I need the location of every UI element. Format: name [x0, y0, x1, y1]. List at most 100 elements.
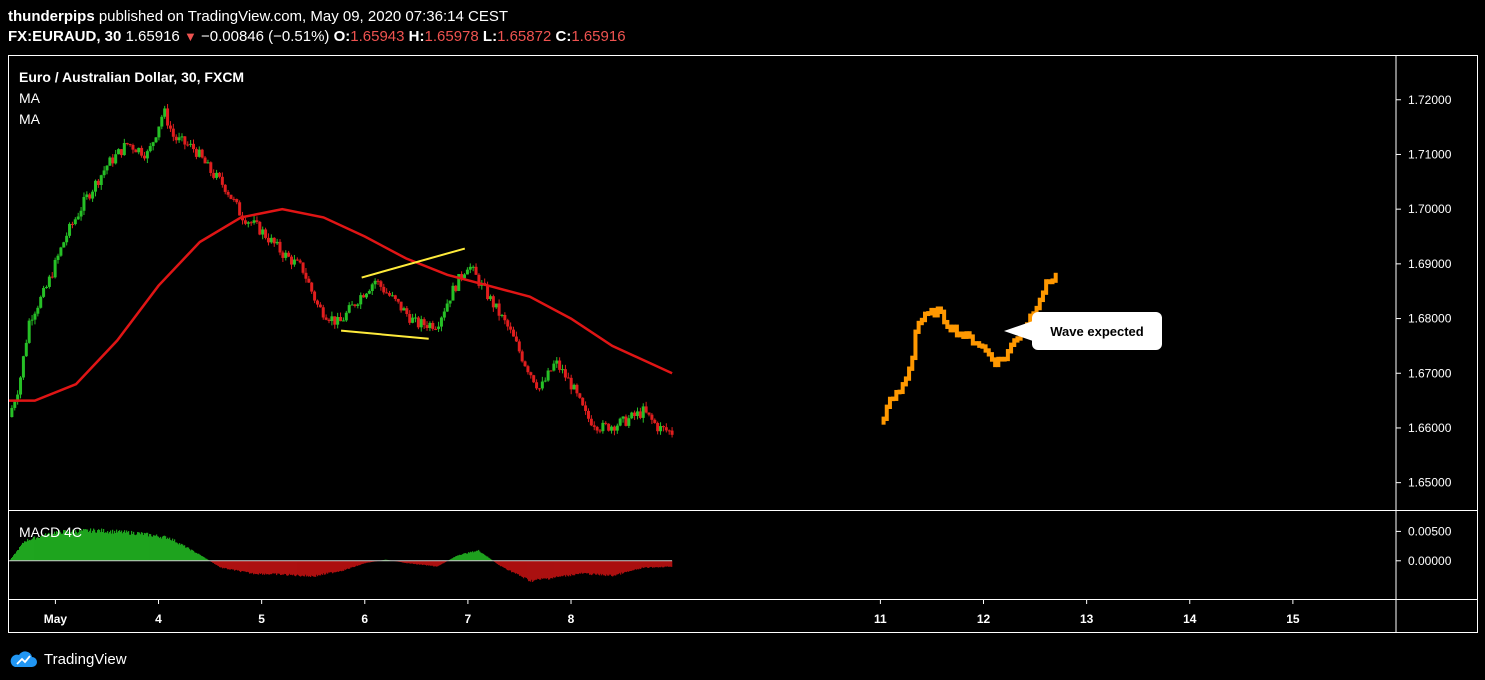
- macd-bar: [311, 560, 313, 576]
- candle-body: [91, 191, 95, 199]
- price-tick-label: 1.68000: [1408, 312, 1452, 326]
- macd-bar: [305, 560, 307, 575]
- macd-bar: [255, 560, 257, 575]
- candle-body: [497, 303, 501, 316]
- macd-bar: [285, 560, 287, 575]
- macd-bar: [268, 560, 270, 575]
- macd-bar: [461, 554, 463, 561]
- macd-bar: [453, 557, 455, 561]
- candle-body: [65, 235, 69, 243]
- time-tick-label: 6: [361, 612, 368, 626]
- projection-bar: [938, 306, 943, 314]
- macd-bar: [129, 534, 131, 561]
- macd-bar: [431, 560, 433, 566]
- macd-bar: [220, 560, 222, 568]
- macd-bar: [183, 545, 185, 561]
- projection-bar: [1028, 313, 1033, 327]
- macd-bar: [224, 560, 226, 569]
- candle-body: [393, 295, 397, 299]
- macd-bar: [520, 560, 522, 576]
- candle-body: [362, 295, 366, 298]
- macd-bar: [195, 552, 197, 561]
- candle-body: [425, 325, 429, 328]
- macd-bar: [482, 553, 484, 561]
- macd-legend[interactable]: MACD 4C: [19, 524, 83, 540]
- macd-bar: [427, 560, 429, 566]
- candle-body: [73, 219, 77, 225]
- macd-bar: [359, 560, 361, 566]
- projection-bar: [964, 331, 969, 339]
- macd-bar: [33, 536, 35, 561]
- macd-bar: [35, 539, 37, 561]
- candle-body: [39, 296, 43, 308]
- candle-body: [399, 301, 403, 311]
- macd-bar: [218, 560, 220, 567]
- macd-bar: [356, 560, 358, 566]
- macd-bar: [490, 559, 492, 561]
- macd-bar: [205, 558, 207, 561]
- macd-bar: [141, 532, 143, 561]
- macd-bar: [185, 547, 187, 561]
- macd-bar: [31, 539, 33, 561]
- candle-body: [572, 384, 576, 390]
- projection-bar: [945, 319, 950, 329]
- quote-line: FX:EURAUD, 30 1.65916 ▼ −0.00846 (−0.51%…: [8, 27, 626, 47]
- macd-bar: [509, 560, 511, 571]
- macd-bar: [108, 533, 110, 561]
- macd-bar: [624, 560, 626, 572]
- macd-bar: [514, 560, 516, 573]
- candle-body: [442, 311, 446, 318]
- candle-body: [448, 300, 452, 304]
- macd-bar: [568, 560, 570, 577]
- macd-bar: [271, 560, 273, 575]
- macd-bar: [504, 560, 506, 568]
- macd-bar: [84, 529, 86, 561]
- macd-bar: [595, 560, 597, 575]
- macd-bar: [62, 533, 64, 561]
- macd-bar: [34, 536, 36, 561]
- projection-bar: [986, 348, 991, 357]
- candle-body: [174, 136, 178, 141]
- wave-expected-callout[interactable]: Wave expected: [1032, 312, 1162, 350]
- macd-bar: [300, 560, 302, 577]
- macd-bar: [140, 534, 142, 561]
- macd-bar: [86, 529, 88, 561]
- macd-bar: [456, 555, 458, 561]
- projection-bar: [954, 324, 959, 338]
- candle-body: [644, 406, 648, 413]
- macd-bar: [571, 560, 573, 575]
- macd-bar: [115, 532, 117, 561]
- candle-body: [30, 319, 34, 321]
- macd-bar: [132, 533, 134, 561]
- macd-bar: [43, 536, 45, 561]
- macd-bar: [519, 560, 521, 576]
- tradingview-logo[interactable]: TradingView: [8, 650, 127, 668]
- macd-bar: [66, 532, 68, 561]
- macd-bar: [463, 553, 465, 561]
- macd-bar: [325, 560, 327, 575]
- macd-bar: [655, 560, 657, 568]
- ma-legend-2[interactable]: MA: [19, 111, 40, 127]
- candle-body: [537, 388, 541, 390]
- macd-bar: [27, 538, 29, 561]
- macd-bar: [161, 538, 163, 561]
- author-name[interactable]: thunderpips: [8, 8, 95, 25]
- macd-bar: [18, 549, 20, 561]
- macd-bar: [537, 560, 539, 579]
- macd-bar: [536, 560, 538, 580]
- macd-bar: [553, 560, 555, 578]
- macd-bar: [588, 560, 590, 574]
- ma-legend-1[interactable]: MA: [19, 90, 40, 106]
- macd-bar: [549, 560, 551, 580]
- time-tick-label: 8: [568, 612, 575, 626]
- candle-body: [85, 194, 89, 198]
- macd-bar: [496, 560, 498, 564]
- macd-bar: [613, 560, 615, 576]
- macd-bar: [640, 560, 642, 569]
- macd-bar: [559, 560, 561, 577]
- macd-bar: [667, 560, 669, 567]
- macd-bar: [358, 560, 360, 566]
- macd-bar: [321, 560, 323, 574]
- candle-body: [307, 278, 311, 283]
